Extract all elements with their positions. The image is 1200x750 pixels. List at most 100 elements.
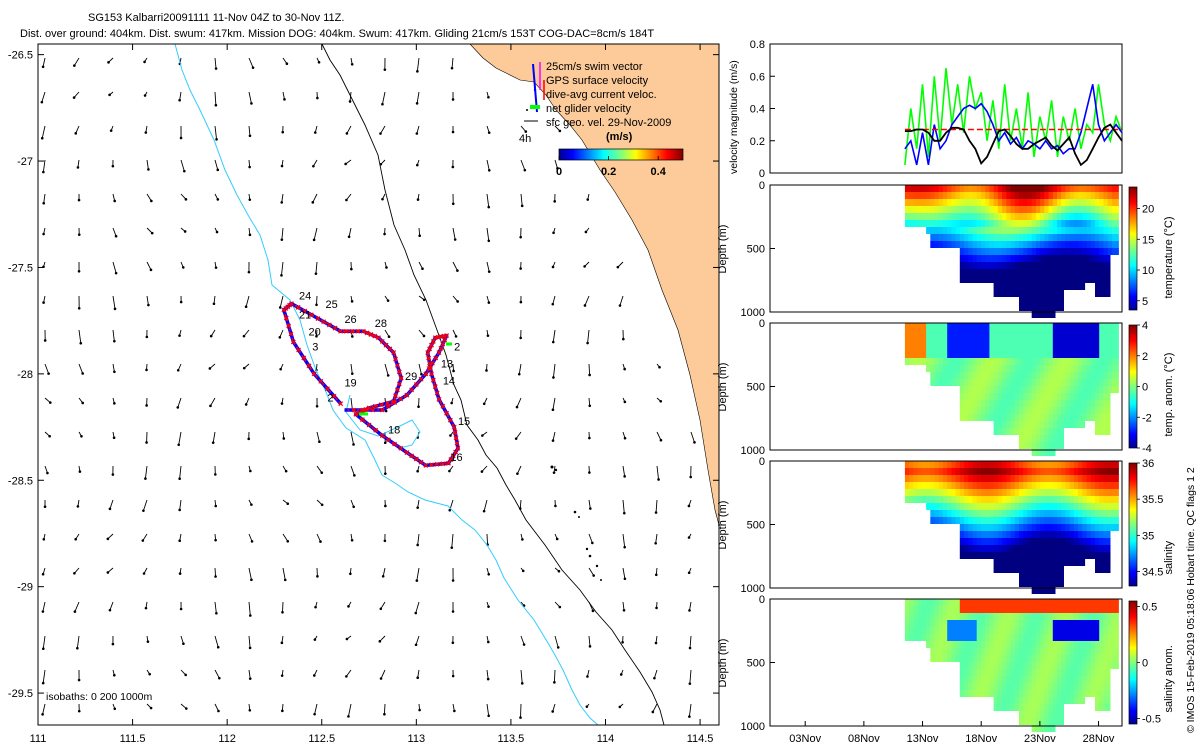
section-cell [1023, 206, 1031, 213]
section-cell [1099, 627, 1107, 634]
current-arrow-head [417, 405, 420, 409]
section-cell [972, 192, 980, 199]
section-cell [1057, 241, 1064, 248]
section-cell [997, 185, 1005, 192]
section-cell [909, 330, 917, 337]
section-cell [964, 220, 972, 227]
section-cell [1002, 192, 1010, 199]
section-cell [1040, 442, 1048, 449]
section-cell [1078, 503, 1086, 510]
current-arrow [518, 363, 522, 375]
section-cell [1010, 283, 1018, 290]
section-cell [964, 545, 972, 552]
section-cell [1103, 407, 1111, 414]
section-cell [959, 489, 967, 496]
section-cell [1023, 510, 1031, 517]
section-cell [959, 613, 967, 620]
section-cell [968, 379, 976, 386]
section-cell [968, 262, 976, 269]
section-cell [968, 468, 976, 475]
current-arrow-head [451, 610, 455, 613]
current-arrow-head [482, 509, 486, 513]
section-cell [1002, 599, 1010, 606]
current-arrow [146, 261, 152, 271]
section-cell [1073, 344, 1081, 351]
current-arrow [552, 363, 556, 378]
section-cell [1040, 496, 1048, 503]
current-arrow-head [280, 201, 284, 204]
current-arrow [248, 533, 253, 542]
section-cell [1082, 496, 1090, 503]
section-cell [955, 379, 963, 386]
section-cell [1019, 255, 1026, 262]
section-cell [1073, 241, 1081, 248]
section-cell [1044, 669, 1052, 676]
current-arrow-head [450, 546, 454, 549]
section-cell [1035, 428, 1043, 435]
section-cell [989, 344, 997, 351]
section-cell [985, 648, 993, 655]
section-cell [1073, 255, 1081, 262]
section-cell [1040, 372, 1048, 379]
section-cell [985, 393, 993, 400]
section-cell [981, 496, 988, 503]
section-cell [1073, 468, 1081, 475]
section-cell [1035, 634, 1043, 641]
section-cell [1069, 468, 1077, 475]
current-arrow [486, 227, 490, 241]
section-cell [1010, 634, 1018, 641]
section-cell [1078, 620, 1086, 627]
section-cell [1027, 407, 1035, 414]
section-cell [930, 510, 938, 517]
section-cell [1002, 220, 1010, 227]
section-cell [972, 545, 980, 552]
section-cell [1099, 566, 1107, 573]
current-arrow-head [315, 303, 318, 307]
section-cell [921, 461, 929, 468]
section-cell [1069, 545, 1077, 552]
section-cell [964, 372, 972, 379]
current-arrow-head [487, 95, 490, 99]
section-cell [976, 269, 984, 276]
section-cell [1065, 669, 1073, 676]
section-cell [1086, 676, 1094, 683]
section-cell [1095, 613, 1102, 620]
section-cell [1035, 241, 1043, 248]
section-cell [1044, 531, 1052, 538]
section-cell [1057, 400, 1064, 407]
section-cell [955, 323, 963, 330]
section-cell [1090, 206, 1098, 213]
section-cell [1073, 330, 1081, 337]
section-cell [1031, 407, 1039, 414]
section-cell [1010, 496, 1018, 503]
section-cell [1006, 234, 1014, 241]
section-cell [917, 468, 925, 475]
section-cell [968, 365, 976, 372]
section-cell [1065, 192, 1073, 199]
section-cell [1095, 400, 1102, 407]
section-cell [1103, 351, 1111, 358]
section-cell [1027, 372, 1035, 379]
section-cell [1006, 185, 1014, 192]
section-cell [1023, 407, 1031, 414]
section-cell [989, 683, 997, 690]
section-cell [913, 185, 921, 192]
current-arrow-head [40, 136, 44, 140]
section-cell [1048, 386, 1056, 393]
section-cell [917, 344, 925, 351]
current-arrow [588, 499, 591, 509]
section-cell [1065, 234, 1073, 241]
current-arrow [486, 261, 490, 272]
section-cell [1048, 414, 1056, 421]
current-marker [321, 319, 327, 325]
section-cell [959, 344, 967, 351]
section-cell [1019, 213, 1026, 220]
section-y-tick-label: 1000 [741, 307, 765, 319]
section-cell [1006, 379, 1014, 386]
section-cell [1052, 496, 1060, 503]
section-cell [1052, 414, 1060, 421]
section-cell [955, 517, 963, 524]
current-arrow-head [451, 202, 455, 206]
current-arrow-head [623, 577, 627, 581]
section-cell [1103, 372, 1111, 379]
